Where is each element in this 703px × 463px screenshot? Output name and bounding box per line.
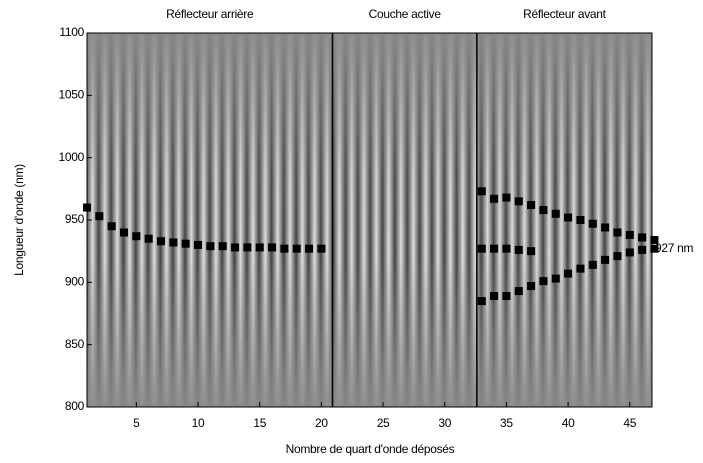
y-tick-label: 1050 [59, 88, 85, 102]
marker [613, 252, 622, 261]
x-axis-label: Nombre de quart d'onde déposés [286, 442, 455, 456]
y-tick-label: 1000 [59, 150, 85, 164]
x-tick-label: 5 [133, 416, 140, 430]
marker [539, 277, 548, 286]
marker [539, 206, 548, 215]
region-label: Réflecteur arrière [166, 7, 254, 21]
marker [650, 235, 659, 244]
map-fade [87, 33, 652, 407]
y-tick-label: 850 [65, 337, 85, 351]
marker [144, 234, 153, 243]
marker [551, 209, 560, 218]
marker [194, 240, 203, 249]
background-map [87, 33, 652, 407]
marker [527, 201, 536, 210]
marker [514, 197, 523, 206]
marker [638, 245, 647, 254]
marker [268, 243, 277, 252]
marker [280, 244, 289, 253]
marker [527, 247, 536, 256]
marker [107, 222, 116, 231]
marker [477, 187, 486, 196]
marker [292, 244, 301, 253]
marker [181, 239, 190, 248]
marker [588, 219, 597, 228]
marker [601, 223, 610, 232]
annotation: 927 nm [655, 241, 694, 255]
marker [613, 228, 622, 237]
marker [255, 243, 264, 252]
y-axis-label: Longueur d'onde (nm) [12, 164, 26, 276]
marker [502, 292, 511, 301]
marker [551, 274, 560, 283]
x-tick-label: 35 [500, 416, 513, 430]
marker [169, 238, 178, 247]
marker [120, 228, 129, 237]
marker [625, 230, 634, 239]
marker [514, 245, 523, 254]
marker [490, 194, 499, 203]
marker [502, 193, 511, 202]
marker [564, 213, 573, 222]
marker [95, 212, 104, 221]
y-tick-label: 1100 [59, 25, 84, 39]
region-label: Couche active [369, 7, 442, 21]
marker [231, 243, 240, 252]
y-tick-label: 950 [65, 212, 85, 226]
marker [514, 287, 523, 296]
marker [477, 297, 486, 306]
x-tick-label: 15 [253, 416, 266, 430]
marker [218, 242, 227, 251]
y-tick-label: 900 [65, 275, 85, 289]
marker [527, 282, 536, 291]
x-tick-label: 25 [377, 416, 390, 430]
region-label: Réflecteur avant [523, 7, 607, 21]
x-tick-label: 40 [562, 416, 575, 430]
marker [132, 232, 141, 241]
marker [588, 260, 597, 269]
marker [490, 292, 499, 301]
marker [576, 216, 585, 224]
marker [564, 269, 573, 278]
marker [206, 242, 215, 251]
marker [157, 237, 166, 246]
marker [305, 244, 314, 253]
marker [502, 244, 511, 253]
marker [490, 244, 499, 253]
marker [638, 233, 647, 242]
marker [650, 244, 659, 253]
y-tick-label: 800 [65, 399, 85, 413]
x-tick-label: 30 [438, 416, 451, 430]
marker [243, 243, 252, 252]
marker [83, 203, 91, 212]
x-tick-label: 10 [192, 416, 205, 430]
marker [477, 244, 486, 253]
marker [625, 248, 634, 257]
marker [601, 255, 610, 264]
x-tick-label: 45 [623, 416, 636, 430]
marker [576, 264, 585, 273]
marker [317, 244, 326, 253]
x-tick-label: 20 [315, 416, 328, 430]
